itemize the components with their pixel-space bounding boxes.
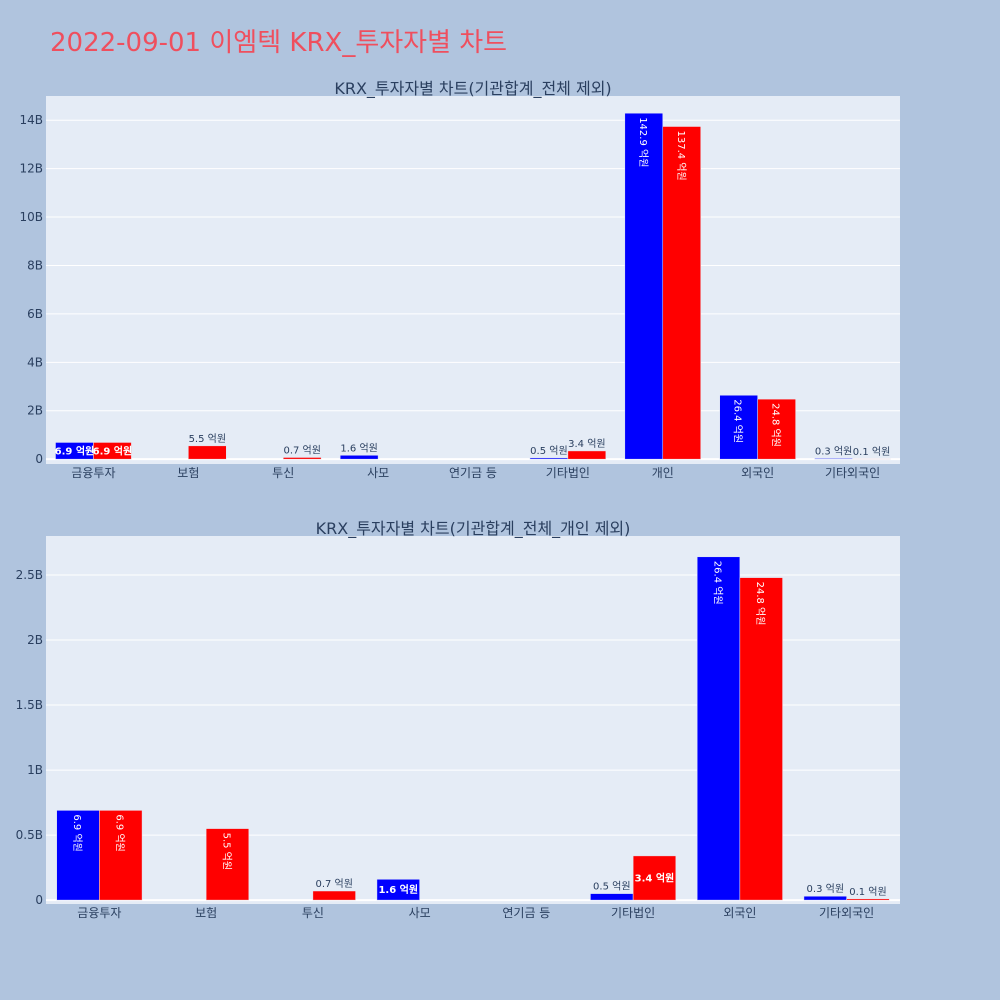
x-tick-label: 투신	[302, 906, 324, 920]
bar-data-label: 0.5 억원	[530, 445, 567, 457]
chart-1: KRX_투자자별 차트(기관합계_전체 제외) 0 2B 4B 6B 8B 10B 12B 14…	[19, 79, 900, 480]
y-tick-label: 12B	[19, 162, 43, 176]
bar-b	[567, 450, 607, 460]
bar-b	[282, 457, 322, 460]
bar-b	[99, 810, 143, 901]
x-tick-label: 기타법인	[611, 906, 655, 920]
bar-b	[739, 577, 783, 901]
bar-data-label: 24.8 억원	[770, 403, 782, 447]
x-tick-label: 투신	[272, 466, 294, 480]
bar-data-label: 26.4 억원	[732, 399, 744, 443]
bar-a	[339, 455, 379, 460]
bar-data-label: 0.1 억원	[849, 886, 886, 898]
bar-data-label: 0.7 억원	[283, 444, 320, 456]
bar-data-label: 142.9 억원	[637, 117, 649, 167]
bar-data-label: 3.4 억원	[635, 871, 675, 884]
bar-data-label: 0.7 억원	[315, 878, 352, 890]
y-tick-label: 0	[35, 452, 43, 466]
bar-data-label: 1.6 억원	[340, 442, 377, 454]
bar-b	[846, 898, 890, 901]
bar-data-label: 6.9 억원	[93, 444, 133, 457]
x-tick-label: 기타외국인	[819, 906, 874, 920]
y-tick-label: 6B	[27, 307, 43, 321]
x-tick-label: 개인	[652, 466, 674, 480]
x-tick-label: 금융투자	[71, 466, 115, 480]
y-tick-label: 2.5B	[16, 568, 43, 582]
y-tick-label: 2B	[27, 404, 43, 418]
bar-a	[803, 895, 847, 901]
bar-data-label: 137.4 억원	[675, 131, 687, 181]
bar-b	[205, 828, 250, 901]
y-tick-label: 10B	[19, 210, 43, 224]
bar-a	[529, 457, 569, 460]
bar-data-label: 24.8 억원	[754, 582, 766, 626]
x-tick-label: 금융투자	[77, 906, 121, 920]
bar-a	[56, 810, 100, 901]
bar-a	[719, 394, 758, 460]
y-tick-label: 2B	[27, 633, 43, 647]
x-tick-label: 기타외국인	[825, 466, 880, 480]
bar-data-label: 5.5 억원	[189, 433, 226, 445]
bar-b	[312, 890, 356, 901]
bar-data-label: 0.5 억원	[593, 881, 630, 893]
bar-data-label: 3.4 억원	[568, 438, 605, 450]
bar-b	[93, 442, 132, 460]
bar-b	[757, 398, 796, 460]
bar-a	[624, 112, 664, 460]
bar-a	[696, 556, 741, 901]
bar-b	[188, 445, 227, 460]
bar-data-label: 6.9 억원	[55, 444, 95, 457]
bar-data-label: 0.3 억원	[815, 445, 852, 457]
bar-b	[662, 126, 701, 460]
page-title: 2022-09-01 이엠텍 KRX_투자자별 차트	[50, 28, 508, 58]
chart-title: KRX_투자자별 차트(기관합계_전체_개인 제외)	[316, 519, 631, 539]
x-tick-label: 보험	[177, 466, 199, 480]
chart-2: KRX_투자자별 차트(기관합계_전체_개인 제외) 0 0.5B 1B 1.5B 2B 2…	[16, 519, 900, 920]
bar-a	[590, 893, 634, 901]
y-tick-label: 0	[35, 893, 43, 907]
chart-title: KRX_투자자별 차트(기관합계_전체 제외)	[334, 79, 611, 99]
bar-data-label: 0.1 억원	[853, 446, 890, 458]
x-tick-label: 보험	[195, 906, 217, 920]
x-tick-label: 연기금 등	[502, 906, 550, 920]
bar-b	[632, 855, 677, 901]
x-tick-label: 연기금 등	[449, 466, 497, 480]
x-tick-label: 기타법인	[546, 466, 590, 480]
y-tick-label: 0.5B	[16, 828, 43, 842]
bar-data-label: 6.9 억원	[71, 814, 83, 851]
x-tick-label: 외국인	[741, 466, 774, 480]
x-tick-label: 사모	[409, 906, 431, 920]
y-tick-label: 8B	[27, 258, 43, 272]
y-tick-label: 14B	[19, 113, 43, 127]
y-tick-label: 1.5B	[16, 698, 43, 712]
x-tick-label: 외국인	[723, 906, 756, 920]
y-tick-label: 4B	[27, 355, 43, 369]
bar-data-label: 26.4 억원	[712, 561, 724, 605]
x-tick-label: 사모	[367, 466, 389, 480]
bar-data-label: 1.6 억원	[378, 883, 418, 896]
bar-data-label: 6.9 억원	[114, 814, 126, 851]
bar-a	[376, 879, 420, 901]
bar-a	[814, 458, 853, 460]
y-tick-label: 1B	[27, 763, 43, 777]
bar-data-label: 5.5 억원	[220, 833, 232, 870]
bar-data-label: 0.3 억원	[807, 883, 844, 895]
